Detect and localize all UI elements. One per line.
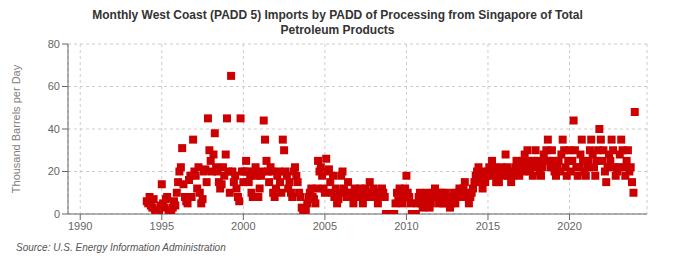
svg-text:Thousand Barrels per Day: Thousand Barrels per Day xyxy=(10,64,22,193)
svg-text:1995: 1995 xyxy=(150,220,174,232)
html-text:Monthly West Coast (PADD 5) Im: Monthly West Coast (PADD 5) Imports by P… xyxy=(92,8,583,37)
svg-text:0: 0 xyxy=(54,208,60,220)
svg-text:2000: 2000 xyxy=(231,220,255,232)
html-text:Source: U.S. Energy Informatio: Source: U.S. Energy Information Administ… xyxy=(16,242,226,253)
svg-text:1990: 1990 xyxy=(68,220,92,232)
svg-text:20: 20 xyxy=(48,165,60,177)
svg-text:2010: 2010 xyxy=(394,220,418,232)
svg-text:60: 60 xyxy=(48,80,60,92)
svg-text:40: 40 xyxy=(48,123,60,135)
svg-text:2015: 2015 xyxy=(476,220,500,232)
svg-text:80: 80 xyxy=(48,38,60,50)
svg-text:2020: 2020 xyxy=(557,220,581,232)
svg-text:2005: 2005 xyxy=(313,220,337,232)
